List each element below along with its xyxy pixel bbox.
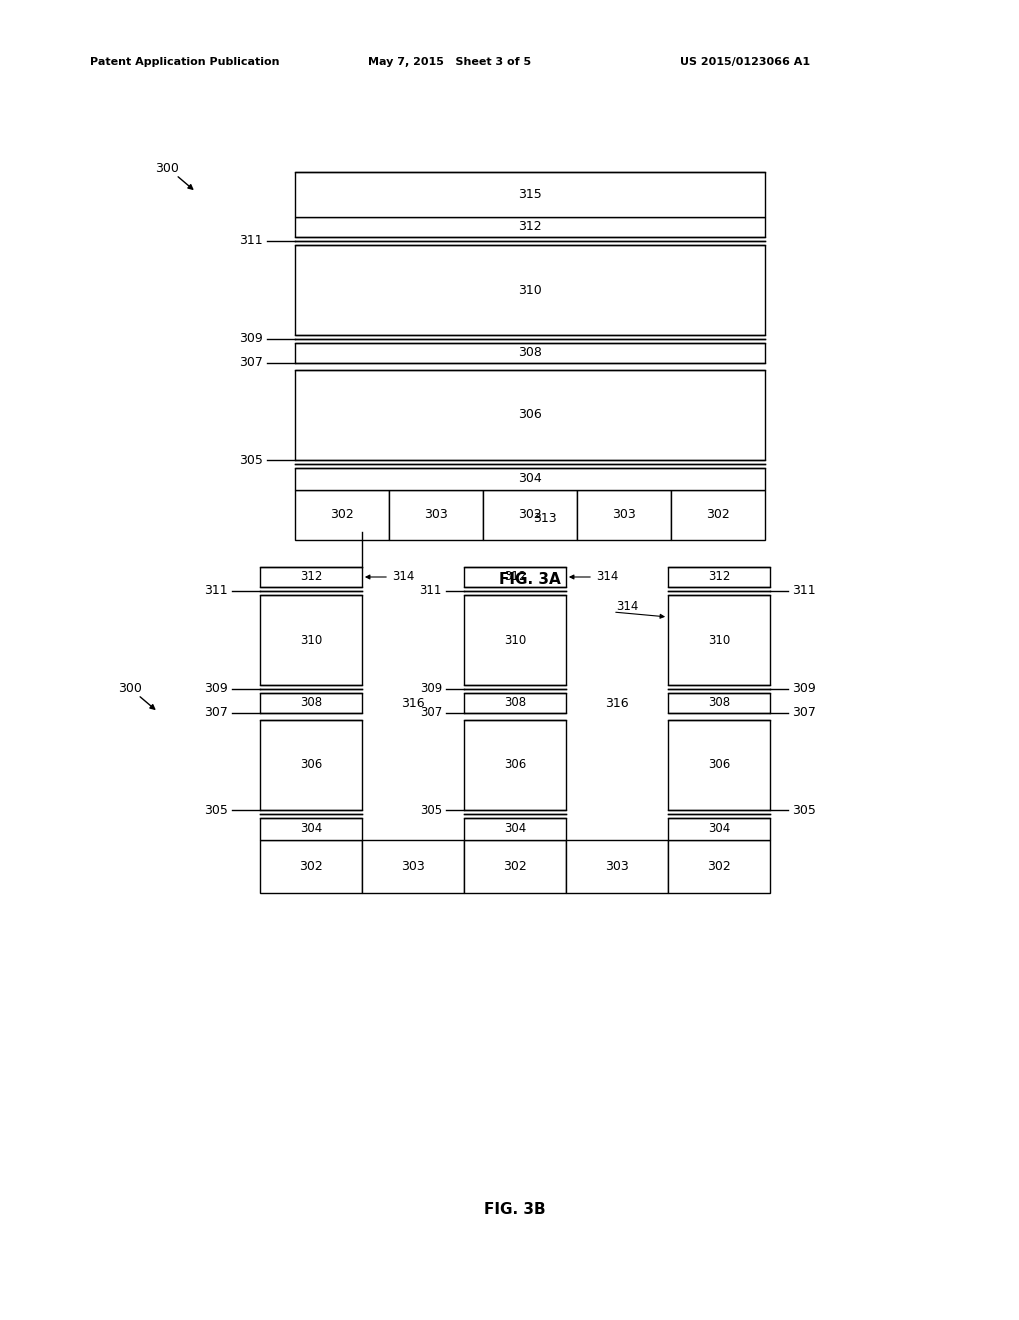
Text: 311: 311 xyxy=(204,585,228,598)
Text: 312: 312 xyxy=(707,570,730,583)
Bar xyxy=(294,343,764,363)
Text: 313: 313 xyxy=(533,512,556,525)
Bar xyxy=(294,490,388,540)
Text: 306: 306 xyxy=(503,759,526,771)
Bar xyxy=(667,818,769,840)
Bar xyxy=(464,693,566,713)
Text: 308: 308 xyxy=(503,697,526,710)
Bar xyxy=(464,818,566,840)
Bar xyxy=(260,595,362,685)
Text: 316: 316 xyxy=(604,697,628,710)
Bar xyxy=(671,490,764,540)
Text: 306: 306 xyxy=(707,759,730,771)
Text: 312: 312 xyxy=(300,570,322,583)
Text: 309: 309 xyxy=(791,682,815,696)
Text: 303: 303 xyxy=(604,861,629,873)
Text: 303: 303 xyxy=(611,508,635,521)
Text: 316: 316 xyxy=(400,697,424,710)
Bar xyxy=(388,490,483,540)
Text: FIG. 3A: FIG. 3A xyxy=(498,573,560,587)
Text: 305: 305 xyxy=(420,804,441,817)
Text: US 2015/0123066 A1: US 2015/0123066 A1 xyxy=(680,57,809,67)
Text: 310: 310 xyxy=(707,634,730,647)
Text: 309: 309 xyxy=(420,682,441,696)
Text: 308: 308 xyxy=(300,697,322,710)
Bar xyxy=(667,568,769,587)
Bar xyxy=(294,216,764,238)
Text: 302: 302 xyxy=(705,508,730,521)
Bar xyxy=(260,693,362,713)
Text: 314: 314 xyxy=(391,570,414,583)
Bar xyxy=(362,840,464,894)
Text: 314: 314 xyxy=(615,601,638,614)
Text: 305: 305 xyxy=(791,804,815,817)
Bar xyxy=(260,840,362,894)
Text: 307: 307 xyxy=(420,706,441,719)
Text: FIG. 3B: FIG. 3B xyxy=(484,1203,545,1217)
Bar xyxy=(464,595,566,685)
Text: 307: 307 xyxy=(791,706,815,719)
Bar xyxy=(566,840,667,894)
Bar xyxy=(260,719,362,810)
Bar xyxy=(260,818,362,840)
Text: 304: 304 xyxy=(503,822,526,836)
Text: 300: 300 xyxy=(118,681,142,694)
Text: 305: 305 xyxy=(204,804,228,817)
Bar xyxy=(667,595,769,685)
Text: Patent Application Publication: Patent Application Publication xyxy=(90,57,279,67)
Bar xyxy=(260,568,362,587)
Text: 302: 302 xyxy=(330,508,354,521)
Text: 302: 302 xyxy=(502,861,527,873)
Text: 308: 308 xyxy=(518,346,541,359)
Text: 309: 309 xyxy=(239,333,263,346)
Text: 304: 304 xyxy=(300,822,322,836)
Text: 310: 310 xyxy=(300,634,322,647)
Bar xyxy=(294,246,764,335)
Text: 302: 302 xyxy=(518,508,541,521)
Text: 311: 311 xyxy=(791,585,815,598)
Text: 315: 315 xyxy=(518,187,541,201)
Text: 307: 307 xyxy=(204,706,228,719)
Bar xyxy=(464,568,566,587)
Text: 312: 312 xyxy=(518,220,541,234)
Text: 303: 303 xyxy=(400,861,425,873)
Bar xyxy=(667,840,769,894)
Text: 306: 306 xyxy=(300,759,322,771)
Bar xyxy=(464,719,566,810)
Bar xyxy=(577,490,671,540)
Text: 310: 310 xyxy=(503,634,526,647)
Text: 305: 305 xyxy=(238,454,263,466)
Text: 314: 314 xyxy=(595,570,618,583)
Text: 302: 302 xyxy=(299,861,323,873)
Text: 304: 304 xyxy=(518,473,541,486)
Text: 309: 309 xyxy=(204,682,228,696)
Bar xyxy=(294,172,764,216)
Bar xyxy=(464,840,566,894)
Text: 311: 311 xyxy=(239,235,263,248)
Text: 303: 303 xyxy=(424,508,447,521)
Text: 302: 302 xyxy=(706,861,731,873)
Text: 310: 310 xyxy=(518,284,541,297)
Text: 308: 308 xyxy=(707,697,730,710)
Bar xyxy=(294,469,764,490)
Text: 300: 300 xyxy=(155,161,178,174)
Text: May 7, 2015   Sheet 3 of 5: May 7, 2015 Sheet 3 of 5 xyxy=(368,57,531,67)
Bar xyxy=(294,370,764,459)
Text: 312: 312 xyxy=(503,570,526,583)
Bar xyxy=(667,693,769,713)
Text: 306: 306 xyxy=(518,408,541,421)
Text: 307: 307 xyxy=(238,356,263,370)
Bar xyxy=(667,719,769,810)
Bar xyxy=(483,490,577,540)
Text: 304: 304 xyxy=(707,822,730,836)
Text: 311: 311 xyxy=(419,585,441,598)
